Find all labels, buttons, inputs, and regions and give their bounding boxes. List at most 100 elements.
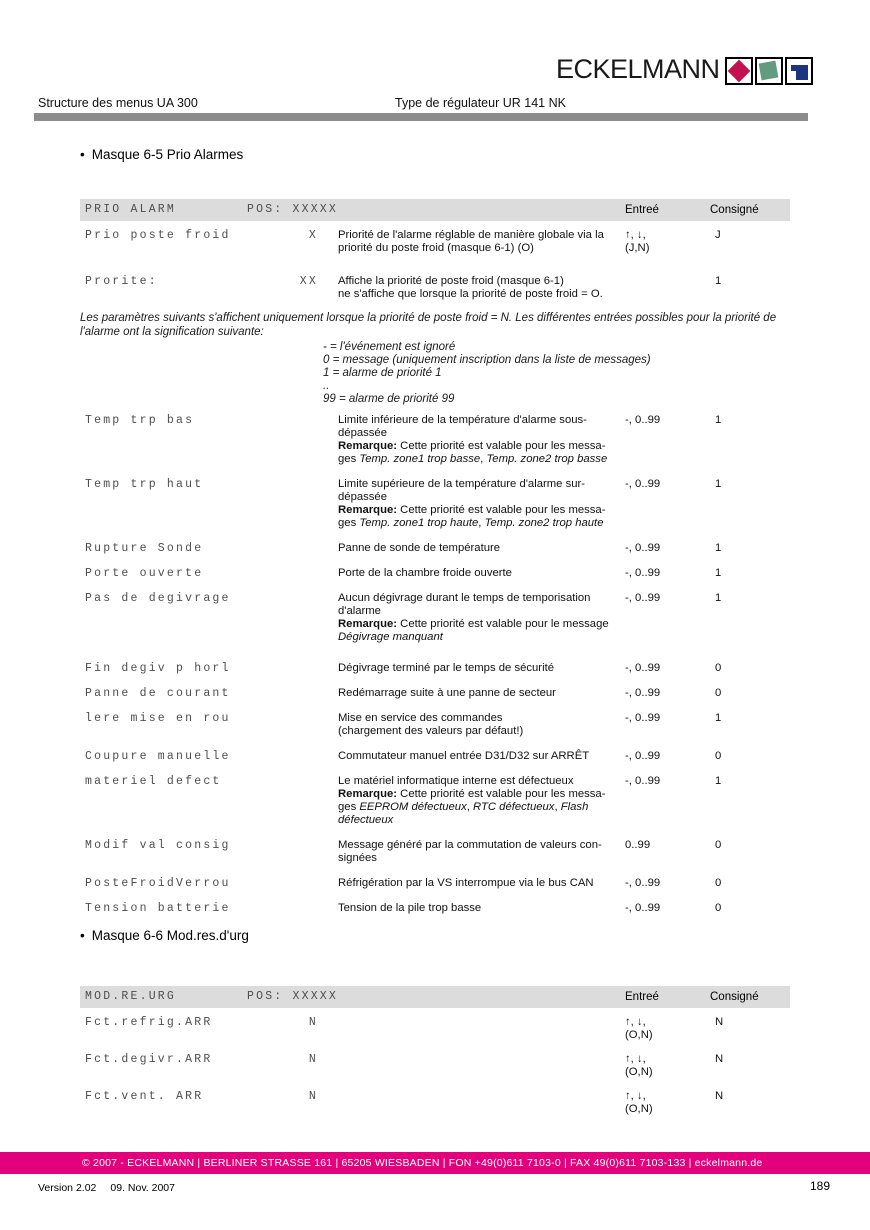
table1-col-consigne: Consigné xyxy=(710,204,759,216)
param-entree: -, 0..99 xyxy=(625,542,661,554)
param-label: Temp trp bas xyxy=(85,414,195,427)
logo-box-green xyxy=(755,57,783,85)
table-row: Fct.vent. ARR N ↑, ↓, (O,N) N xyxy=(80,1090,790,1116)
logo-box-red xyxy=(725,57,753,85)
param-entree: 0..99 xyxy=(625,839,651,851)
blue-corner-icon xyxy=(791,65,808,80)
param-consigne: 1 xyxy=(715,542,722,554)
param-description: Limite inférieure de la température d'al… xyxy=(338,414,608,465)
param-label: PosteFroidVerrou xyxy=(85,877,231,890)
param-label: Porte ouverte xyxy=(85,567,204,580)
param-consigne: 1 xyxy=(715,275,722,287)
table-row: Fct.refrig.ARR N ↑, ↓, (O,N) N xyxy=(80,1016,790,1042)
param-label: Coupure manuelle xyxy=(85,750,231,763)
table-row: Fin degiv p horl Dégivrage terminé par l… xyxy=(80,662,790,675)
param-value: XX xyxy=(299,275,318,288)
table-row: PosteFroidVerrou Réfrigération par la VS… xyxy=(80,877,790,890)
param-entree: -, 0..99 xyxy=(625,478,661,490)
param-label: Fin degiv p horl xyxy=(85,662,231,675)
param-description: Message généré par la commutation de val… xyxy=(338,839,602,864)
red-diamond-icon xyxy=(727,59,751,83)
eckelmann-logo xyxy=(725,57,813,85)
table2-pos: POS: XXXXX xyxy=(247,990,339,1003)
param-consigne: 1 xyxy=(715,712,722,724)
param-description: Commutateur manuel entrée D31/D32 sur AR… xyxy=(338,750,590,762)
table-row: Porte ouverte Porte de la chambre froide… xyxy=(80,567,790,580)
param-label: Panne de courant xyxy=(85,687,231,700)
footer-copyright-text: © 2007 - ECKELMANN | BERLINER STRASSE 16… xyxy=(82,1157,763,1169)
page-number: 189 xyxy=(810,1179,831,1193)
table2-rows: Fct.refrig.ARR N ↑, ↓, (O,N) N Fct.degiv… xyxy=(80,1016,840,1116)
legend-item: 1 = alarme de priorité 1 xyxy=(323,367,442,379)
param-consigne: 1 xyxy=(715,567,722,579)
table-row: materiel defect Le matériel informatique… xyxy=(80,775,790,827)
param-consigne: 0 xyxy=(715,877,722,889)
param-value: N xyxy=(308,1016,318,1029)
table2-name: MOD.RE.URG xyxy=(85,990,177,1003)
legend-item: - = l'événement est ignoré xyxy=(323,341,456,353)
param-label: Temp trp haut xyxy=(85,478,204,491)
param-description: Panne de sonde de température xyxy=(338,542,501,554)
footer-version: Version 2.02 09. Nov. 2007 xyxy=(38,1182,175,1194)
param-label: Rupture Sonde xyxy=(85,542,204,555)
param-description: Priorité de l'alarme réglable de manière… xyxy=(338,229,604,254)
param-description: Limite supérieure de la température d'al… xyxy=(338,478,606,529)
param-entree: -, 0..99 xyxy=(625,592,661,604)
table-row: lere mise en rou Mise en service des com… xyxy=(80,712,790,738)
param-entree: ↑, ↓, (O,N) xyxy=(625,1053,653,1078)
param-entree: -, 0..99 xyxy=(625,877,661,889)
parameters-note: Les paramètres suivants s'affichent uniq… xyxy=(80,312,840,406)
table1-pos: POS: XXXXX xyxy=(247,203,339,216)
param-consigne: 0 xyxy=(715,902,722,914)
header-right-title: Type de régulateur UR 141 NK xyxy=(395,96,566,110)
legend-item: 99 = alarme de priorité 99 xyxy=(323,393,455,405)
eckelmann-wordmark: ECKELMANN xyxy=(556,54,720,84)
param-description: Aucun dégivrage durant le temps de tempo… xyxy=(338,592,609,643)
table1-col-entree: Entreé xyxy=(625,204,659,216)
param-entree: -, 0..99 xyxy=(625,662,661,674)
legend-item: 0 = message (uniquement inscription dans… xyxy=(323,354,651,366)
param-description: Porte de la chambre froide ouverte xyxy=(338,567,512,579)
param-description: Réfrigération par la VS interrompue via … xyxy=(338,877,594,889)
param-consigne: 1 xyxy=(715,414,722,426)
param-label: Tension batterie xyxy=(85,902,231,915)
page-body: Masque 6-5 Prio Alarmes PRIO ALARM POS: … xyxy=(80,140,840,1116)
param-description: Tension de la pile trop basse xyxy=(338,902,482,914)
param-entree: -, 0..99 xyxy=(625,712,661,724)
param-entree: ↑, ↓, (O,N) xyxy=(625,1090,653,1115)
table1-name: PRIO ALARM xyxy=(85,203,177,216)
param-description: Dégivrage terminé par le temps de sécuri… xyxy=(338,662,554,674)
param-consigne: N xyxy=(715,1016,724,1028)
section-title-masque-6-5: Masque 6-5 Prio Alarmes xyxy=(80,147,840,162)
param-entree: ↑, ↓, (J,N) xyxy=(625,229,650,254)
table-row: Modif val consig Message généré par la c… xyxy=(80,839,790,865)
priority-legend-list: - = l'événement est ignoré 0 = message (u… xyxy=(80,341,840,406)
note-intro: Les paramètres suivants s'affichent uniq… xyxy=(80,312,777,338)
param-entree: -, 0..99 xyxy=(625,775,661,787)
table-row: Coupure manuelle Commutateur manuel entr… xyxy=(80,750,790,763)
param-label: Fct.degivr.ARR xyxy=(85,1053,213,1066)
param-value: N xyxy=(308,1090,318,1103)
version-date: 09. Nov. 2007 xyxy=(110,1182,175,1194)
param-description: Mise en service des commandes (chargement… xyxy=(338,712,524,737)
table-row: Rupture Sonde Panne de sonde de températ… xyxy=(80,542,790,555)
param-consigne: N xyxy=(715,1053,724,1065)
param-consigne: J xyxy=(715,229,721,241)
param-entree: -, 0..99 xyxy=(625,750,661,762)
table-row: Prorite: XX Affiche la priorité de poste… xyxy=(80,275,790,301)
table-row: Panne de courant Redémarrage suite à une… xyxy=(80,687,790,700)
table1-header: PRIO ALARM POS: XXXXX Entreé Consigné xyxy=(80,199,790,221)
param-label: Pas de degivrage xyxy=(85,592,231,605)
table1-rows: Temp trp bas Limite inférieure de la tem… xyxy=(80,414,840,915)
version-label: Version 2.02 xyxy=(38,1182,97,1194)
param-consigne: 0 xyxy=(715,750,722,762)
param-entree: -, 0..99 xyxy=(625,567,661,579)
table-row: Temp trp haut Limite supérieure de la te… xyxy=(80,478,790,530)
section-title-masque-6-6: Masque 6-6 Mod.res.d'urg xyxy=(80,928,840,943)
param-consigne: 1 xyxy=(715,478,722,490)
param-entree: -, 0..99 xyxy=(625,902,661,914)
param-consigne: 0 xyxy=(715,662,722,674)
param-value: X xyxy=(308,229,318,242)
param-entree: ↑, ↓, (O,N) xyxy=(625,1016,653,1041)
table-row: Prio poste froid X Priorité de l'alarme … xyxy=(80,229,790,255)
